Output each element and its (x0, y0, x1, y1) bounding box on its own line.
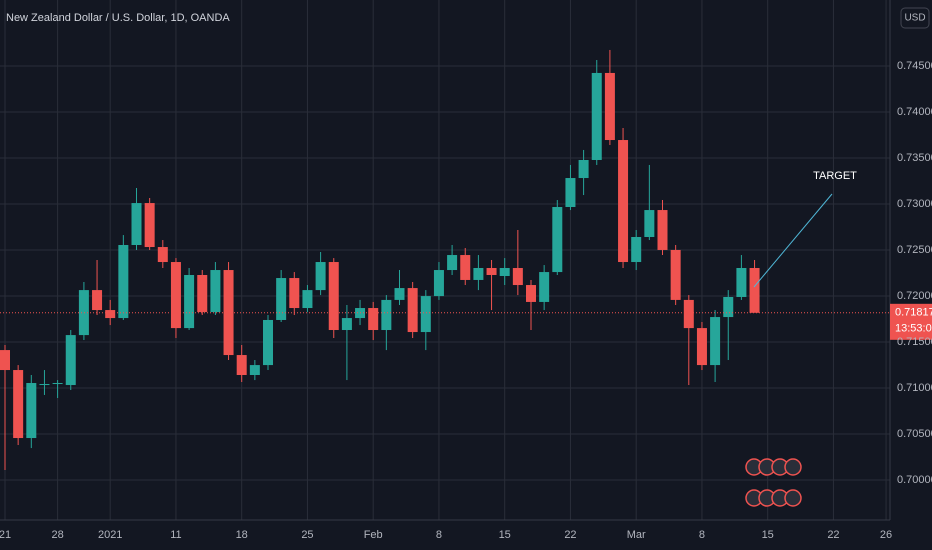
annotation-line (753, 193, 833, 288)
candle-body (486, 268, 497, 275)
candle-body (710, 317, 721, 366)
x-tick-label: 2021 (98, 529, 122, 541)
candle-body (341, 318, 352, 331)
candle-body (736, 268, 747, 297)
candle-body (328, 262, 339, 331)
candle-body (39, 384, 50, 386)
candle-body (368, 308, 379, 331)
candle-body (249, 365, 260, 376)
candle-body (473, 268, 484, 280)
x-tick-label: Feb (364, 529, 383, 541)
candle-body (197, 274, 208, 313)
currency-button[interactable] (900, 7, 930, 29)
candle-body (447, 255, 458, 271)
candle-body (723, 296, 734, 318)
candle-body (26, 383, 37, 439)
currency-label: USD (904, 13, 925, 24)
candle-body (433, 270, 444, 297)
candle-body (578, 159, 589, 179)
x-tick-label: 11 (170, 529, 181, 541)
candle-body (512, 268, 523, 286)
candle-body (118, 245, 129, 319)
candle-body (263, 319, 273, 366)
candle-body (236, 355, 247, 376)
candle-body (92, 290, 103, 311)
candle-body (618, 140, 629, 263)
candle-body (657, 210, 668, 250)
candle-body (0, 350, 10, 371)
candle-body (144, 203, 155, 248)
candle-body (289, 278, 300, 309)
candle-body (604, 72, 615, 141)
candle-body (499, 268, 510, 277)
candle-body (315, 262, 326, 291)
candle-body (157, 247, 168, 263)
candle-body (749, 268, 760, 313)
candle-body (407, 288, 418, 333)
candle-body (631, 236, 642, 263)
candle-body (302, 290, 313, 309)
candle-body (591, 72, 602, 160)
candle-body (381, 299, 392, 331)
price-overlay: 0.71817 13:53:07 (0, 303, 932, 340)
candle-body (670, 249, 681, 300)
candle-body (565, 178, 576, 208)
x-tick-label: 8 (436, 529, 442, 541)
x-tick-label: 8 (699, 529, 705, 541)
candle-body (539, 272, 550, 302)
x-tick-label: 15 (762, 529, 774, 541)
candle-body (13, 370, 24, 439)
x-tick-label: 18 (236, 529, 248, 541)
candle-body (683, 299, 694, 329)
x-tick-label: 15 (499, 529, 511, 541)
candle-body (460, 255, 471, 280)
chart-title: New Zealand Dollar / U.S. Dollar, 1D, OA… (6, 12, 230, 24)
x-tick-label: 22 (564, 529, 576, 541)
x-tick-label: 28 (51, 529, 63, 541)
candle-body (526, 285, 536, 302)
last-price-tag (890, 303, 932, 340)
event-icon (784, 489, 802, 507)
candle-body (276, 278, 287, 320)
candle-body (52, 383, 63, 385)
candle-body (644, 210, 655, 237)
candle-body (184, 274, 195, 329)
annotation-text: TARGET (813, 170, 857, 182)
candle-body (78, 290, 89, 336)
event-icons (745, 458, 802, 507)
x-tick-label: 25 (301, 529, 313, 541)
candle-body (105, 310, 116, 319)
last-price-label: 0.71817 (895, 307, 932, 319)
candle-body (170, 262, 181, 329)
x-tick-label: 26 (880, 529, 892, 541)
candle-body (696, 328, 707, 366)
countdown-label: 13:53:07 (895, 323, 932, 335)
x-tick-label: Mar (627, 529, 646, 541)
candle-body (131, 203, 142, 246)
x-tick-label: 22 (827, 529, 839, 541)
candle-body (65, 335, 76, 386)
x-tick-label: 21 (0, 529, 11, 541)
candle-body (552, 207, 563, 273)
event-icon (784, 458, 802, 476)
candle-body (210, 270, 221, 313)
candle-body (394, 288, 405, 300)
candle-body (420, 296, 431, 333)
y-tick-label: 0.74500 (897, 60, 932, 72)
candles (0, 49, 760, 471)
